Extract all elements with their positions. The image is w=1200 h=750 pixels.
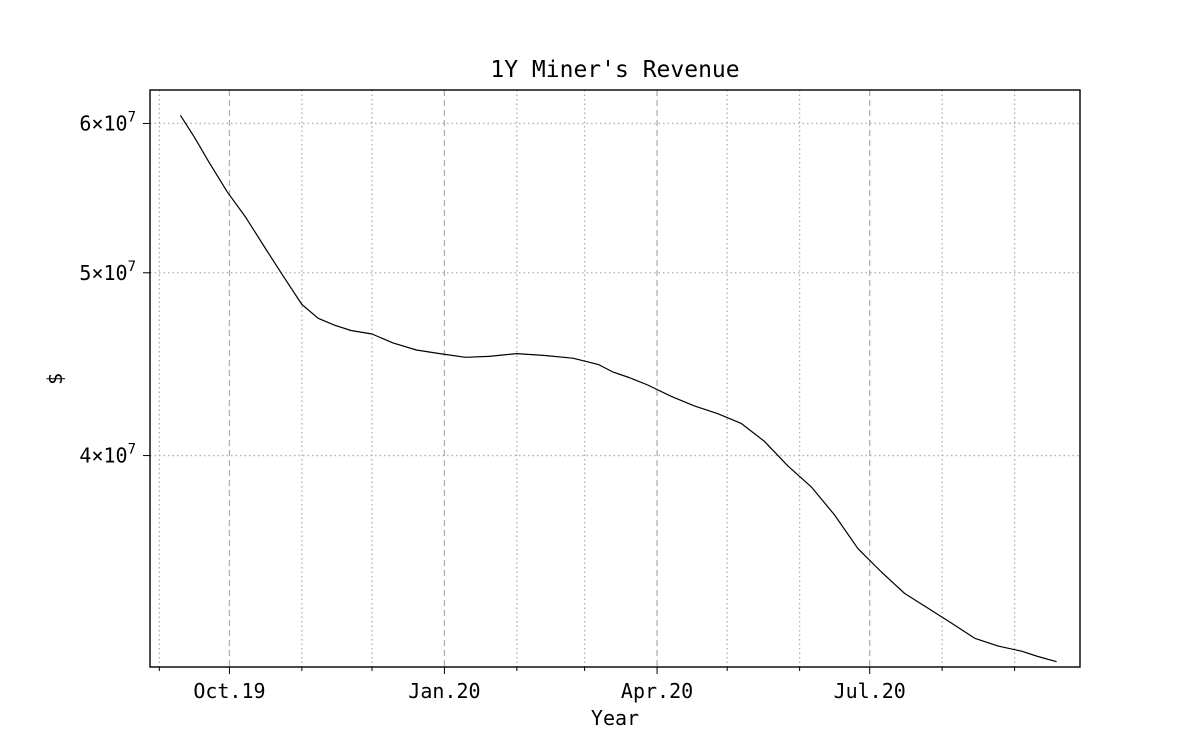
y-axis-label: $ (43, 373, 67, 385)
x-tick-label: Apr.20 (621, 679, 693, 703)
y-tick-label: 4×107 (79, 442, 136, 468)
x-axis-label: Year (591, 706, 639, 730)
y-tick-mantissa: 4 (79, 444, 91, 468)
y-tick-exponent: 7 (128, 442, 136, 458)
x-tick-label: Oct.19 (193, 679, 265, 703)
series-line-0 (179, 114, 1057, 663)
y-tick-mantissa: 6 (79, 111, 91, 135)
y-tick-mantissa: 5 (79, 261, 91, 285)
y-tick-label: 6×107 (79, 109, 136, 135)
x-tick-label: Jan.20 (408, 679, 480, 703)
plot-frame (149, 89, 1081, 668)
series-layer (179, 114, 1057, 663)
y-tick-exponent: 7 (128, 109, 136, 125)
y-tick-exponent: 7 (128, 259, 136, 275)
ticks: Oct.19 Jan.20 Apr.20 Jul.20 6×107 5×107 4×107 (79, 109, 1016, 703)
y-tick-label: 5×107 (79, 259, 136, 285)
x-tick-label: Jul.20 (834, 679, 906, 703)
grid (150, 90, 1080, 667)
chart-title: 1Y Miner's Revenue (490, 57, 739, 83)
